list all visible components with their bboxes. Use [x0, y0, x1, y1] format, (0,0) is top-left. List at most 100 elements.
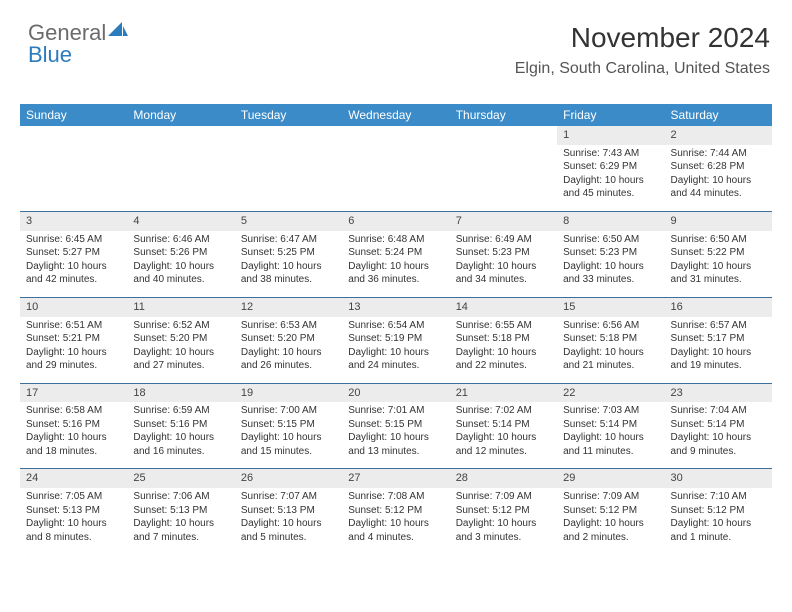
daylight-line: Daylight: 10 hours and 26 minutes. [241, 346, 336, 373]
calendar-cell: 2Sunrise: 7:44 AMSunset: 6:28 PMDaylight… [665, 126, 772, 211]
cell-body: Sunrise: 7:05 AMSunset: 5:13 PMDaylight:… [20, 488, 127, 554]
daylight-line: Daylight: 10 hours and 42 minutes. [26, 260, 121, 287]
calendar-cell: 11Sunrise: 6:52 AMSunset: 5:20 PMDayligh… [127, 298, 234, 383]
sunset-line: Sunset: 5:24 PM [348, 246, 443, 260]
calendar-cell: 7Sunrise: 6:49 AMSunset: 5:23 PMDaylight… [450, 212, 557, 297]
sunrise-line: Sunrise: 6:56 AM [563, 319, 658, 333]
calendar-cell [127, 126, 234, 211]
date-number: 19 [235, 384, 342, 403]
calendar-cell: 17Sunrise: 6:58 AMSunset: 5:16 PMDayligh… [20, 384, 127, 469]
sunrise-line: Sunrise: 7:02 AM [456, 404, 551, 418]
cell-body: Sunrise: 6:51 AMSunset: 5:21 PMDaylight:… [20, 317, 127, 383]
sunrise-line: Sunrise: 6:59 AM [133, 404, 228, 418]
date-number: 12 [235, 298, 342, 317]
sunrise-line: Sunrise: 7:43 AM [563, 147, 658, 161]
cell-body: Sunrise: 7:04 AMSunset: 5:14 PMDaylight:… [665, 402, 772, 468]
calendar-week: 10Sunrise: 6:51 AMSunset: 5:21 PMDayligh… [20, 298, 772, 384]
daylight-line: Daylight: 10 hours and 1 minute. [671, 517, 766, 544]
sunrise-line: Sunrise: 6:50 AM [671, 233, 766, 247]
brand-part2: Blue [28, 42, 72, 67]
calendar-cell: 23Sunrise: 7:04 AMSunset: 5:14 PMDayligh… [665, 384, 772, 469]
calendar-cell: 20Sunrise: 7:01 AMSunset: 5:15 PMDayligh… [342, 384, 449, 469]
sunrise-line: Sunrise: 7:06 AM [133, 490, 228, 504]
sunrise-line: Sunrise: 7:05 AM [26, 490, 121, 504]
calendar-cell: 30Sunrise: 7:10 AMSunset: 5:12 PMDayligh… [665, 469, 772, 554]
cell-body: Sunrise: 7:03 AMSunset: 5:14 PMDaylight:… [557, 402, 664, 468]
cell-body: Sunrise: 6:50 AMSunset: 5:22 PMDaylight:… [665, 231, 772, 297]
cell-body: Sunrise: 7:00 AMSunset: 5:15 PMDaylight:… [235, 402, 342, 468]
calendar-cell [20, 126, 127, 211]
sunset-line: Sunset: 5:17 PM [671, 332, 766, 346]
calendar-week: 3Sunrise: 6:45 AMSunset: 5:27 PMDaylight… [20, 212, 772, 298]
day-header: Wednesday [342, 104, 449, 126]
sunrise-line: Sunrise: 6:45 AM [26, 233, 121, 247]
day-header: Tuesday [235, 104, 342, 126]
cell-body: Sunrise: 6:50 AMSunset: 5:23 PMDaylight:… [557, 231, 664, 297]
calendar: Sunday Monday Tuesday Wednesday Thursday… [20, 104, 772, 554]
daylight-line: Daylight: 10 hours and 36 minutes. [348, 260, 443, 287]
sunrise-line: Sunrise: 6:54 AM [348, 319, 443, 333]
sunset-line: Sunset: 5:23 PM [456, 246, 551, 260]
date-number: 21 [450, 384, 557, 403]
cell-body: Sunrise: 6:47 AMSunset: 5:25 PMDaylight:… [235, 231, 342, 297]
sunset-line: Sunset: 5:16 PM [26, 418, 121, 432]
date-number: 8 [557, 212, 664, 231]
date-number: 27 [342, 469, 449, 488]
calendar-cell: 18Sunrise: 6:59 AMSunset: 5:16 PMDayligh… [127, 384, 234, 469]
date-number: 16 [665, 298, 772, 317]
sunset-line: Sunset: 5:20 PM [241, 332, 336, 346]
cell-body: Sunrise: 7:09 AMSunset: 5:12 PMDaylight:… [450, 488, 557, 554]
date-number: 2 [665, 126, 772, 145]
calendar-cell: 26Sunrise: 7:07 AMSunset: 5:13 PMDayligh… [235, 469, 342, 554]
cell-body: Sunrise: 6:55 AMSunset: 5:18 PMDaylight:… [450, 317, 557, 383]
sunrise-line: Sunrise: 6:49 AM [456, 233, 551, 247]
daylight-line: Daylight: 10 hours and 34 minutes. [456, 260, 551, 287]
sunrise-line: Sunrise: 7:01 AM [348, 404, 443, 418]
cell-body [342, 130, 449, 142]
cell-body: Sunrise: 6:56 AMSunset: 5:18 PMDaylight:… [557, 317, 664, 383]
daylight-line: Daylight: 10 hours and 3 minutes. [456, 517, 551, 544]
daylight-line: Daylight: 10 hours and 5 minutes. [241, 517, 336, 544]
daylight-line: Daylight: 10 hours and 15 minutes. [241, 431, 336, 458]
calendar-cell: 22Sunrise: 7:03 AMSunset: 5:14 PMDayligh… [557, 384, 664, 469]
date-number: 4 [127, 212, 234, 231]
cell-body [127, 130, 234, 142]
cell-body: Sunrise: 7:02 AMSunset: 5:14 PMDaylight:… [450, 402, 557, 468]
daylight-line: Daylight: 10 hours and 4 minutes. [348, 517, 443, 544]
sunset-line: Sunset: 5:15 PM [241, 418, 336, 432]
calendar-cell: 1Sunrise: 7:43 AMSunset: 6:29 PMDaylight… [557, 126, 664, 211]
sunset-line: Sunset: 5:13 PM [26, 504, 121, 518]
page-header: November 2024 Elgin, South Carolina, Uni… [515, 22, 770, 78]
sunset-line: Sunset: 5:13 PM [241, 504, 336, 518]
sunrise-line: Sunrise: 7:09 AM [456, 490, 551, 504]
date-number: 29 [557, 469, 664, 488]
sunset-line: Sunset: 5:20 PM [133, 332, 228, 346]
calendar-cell: 25Sunrise: 7:06 AMSunset: 5:13 PMDayligh… [127, 469, 234, 554]
daylight-line: Daylight: 10 hours and 19 minutes. [671, 346, 766, 373]
sunset-line: Sunset: 5:14 PM [563, 418, 658, 432]
date-number: 18 [127, 384, 234, 403]
cell-body: Sunrise: 6:58 AMSunset: 5:16 PMDaylight:… [20, 402, 127, 468]
sail-icon [108, 22, 128, 38]
daylight-line: Daylight: 10 hours and 9 minutes. [671, 431, 766, 458]
sunset-line: Sunset: 5:18 PM [563, 332, 658, 346]
cell-body: Sunrise: 7:44 AMSunset: 6:28 PMDaylight:… [665, 145, 772, 211]
daylight-line: Daylight: 10 hours and 21 minutes. [563, 346, 658, 373]
date-number: 15 [557, 298, 664, 317]
date-number: 23 [665, 384, 772, 403]
calendar-cell: 27Sunrise: 7:08 AMSunset: 5:12 PMDayligh… [342, 469, 449, 554]
calendar-cell: 10Sunrise: 6:51 AMSunset: 5:21 PMDayligh… [20, 298, 127, 383]
cell-body: Sunrise: 7:07 AMSunset: 5:13 PMDaylight:… [235, 488, 342, 554]
sunrise-line: Sunrise: 6:57 AM [671, 319, 766, 333]
cell-body: Sunrise: 6:49 AMSunset: 5:23 PMDaylight:… [450, 231, 557, 297]
date-number: 26 [235, 469, 342, 488]
sunset-line: Sunset: 5:12 PM [348, 504, 443, 518]
calendar-week: 24Sunrise: 7:05 AMSunset: 5:13 PMDayligh… [20, 469, 772, 554]
calendar-cell: 15Sunrise: 6:56 AMSunset: 5:18 PMDayligh… [557, 298, 664, 383]
sunset-line: Sunset: 5:27 PM [26, 246, 121, 260]
calendar-cell: 8Sunrise: 6:50 AMSunset: 5:23 PMDaylight… [557, 212, 664, 297]
cell-body: Sunrise: 6:46 AMSunset: 5:26 PMDaylight:… [127, 231, 234, 297]
daylight-line: Daylight: 10 hours and 44 minutes. [671, 174, 766, 201]
daylight-line: Daylight: 10 hours and 13 minutes. [348, 431, 443, 458]
date-number: 5 [235, 212, 342, 231]
